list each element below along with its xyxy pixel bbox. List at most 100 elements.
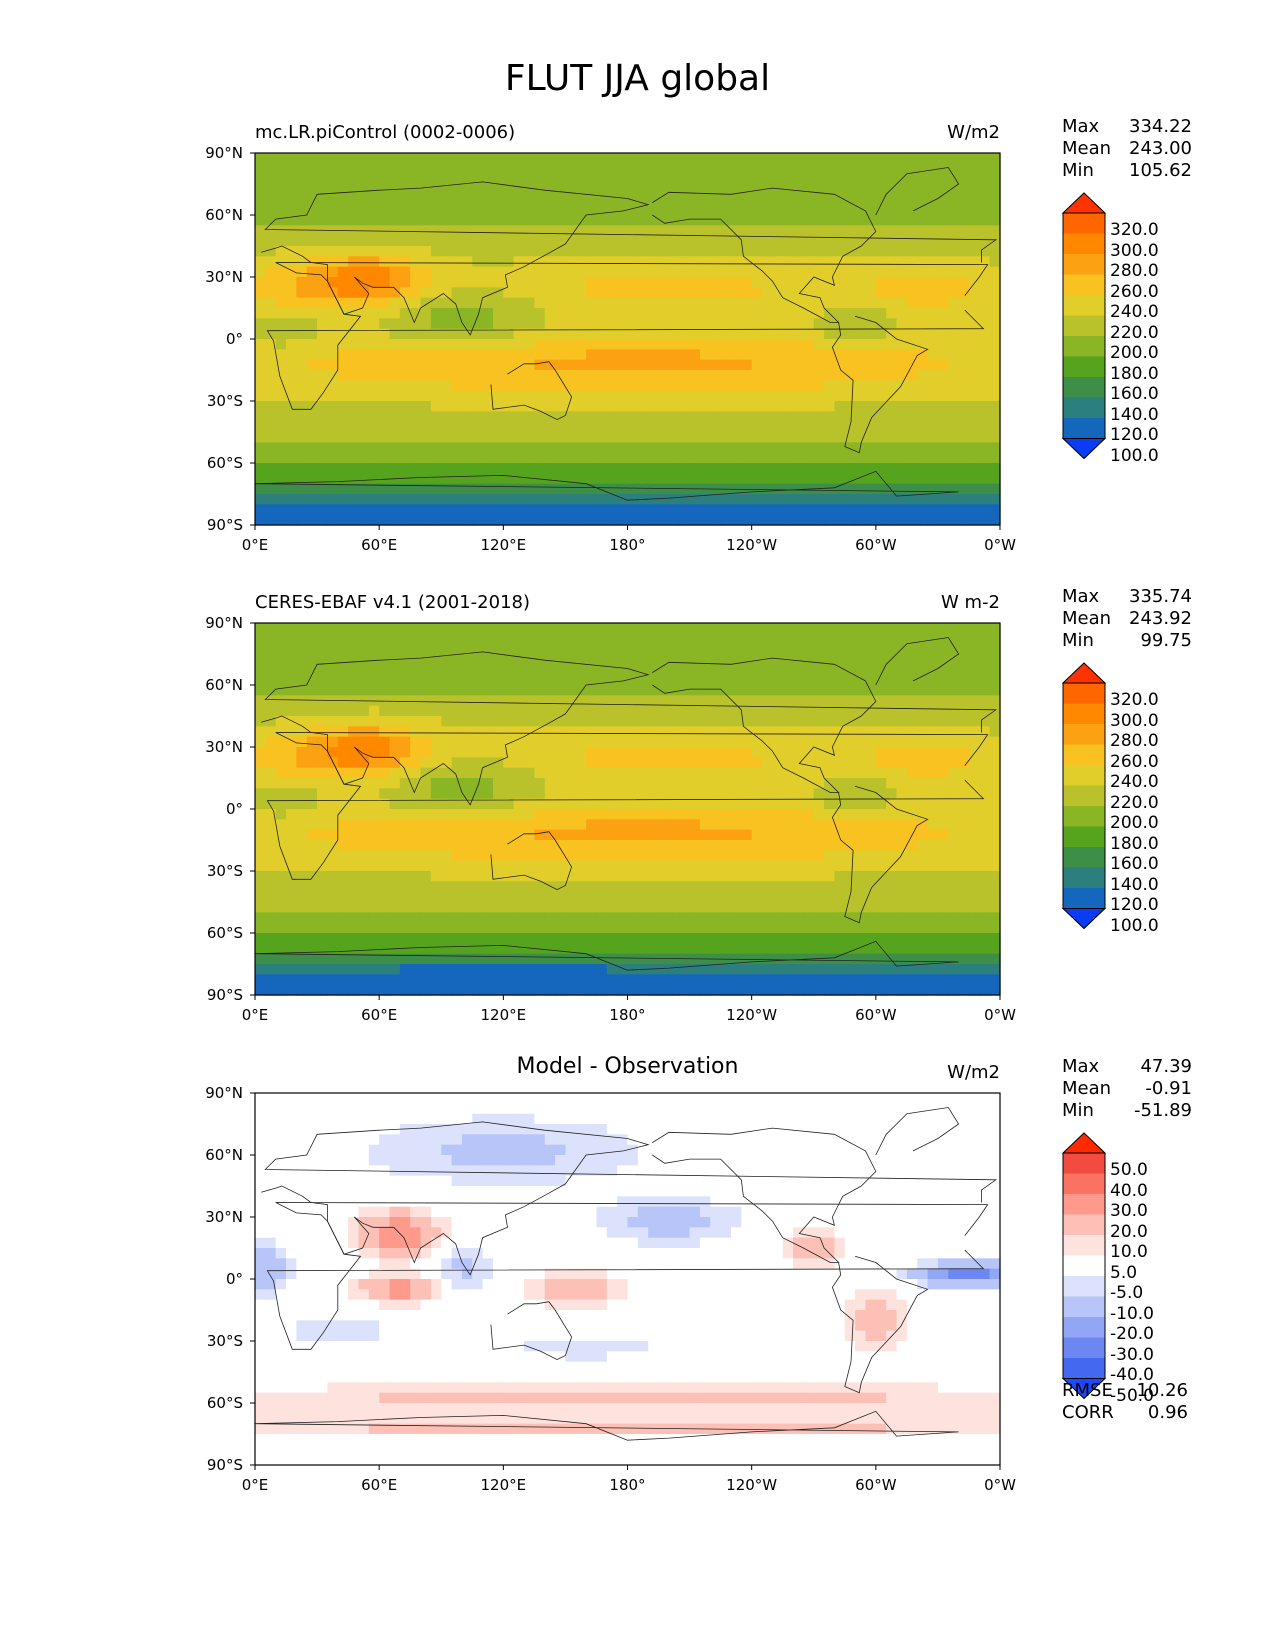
field-cell	[917, 809, 929, 820]
field-cell	[762, 390, 773, 402]
colorbar-tick: 300.0	[1110, 240, 1159, 261]
field-cell	[917, 881, 929, 893]
field-cell	[668, 349, 680, 361]
field-cell	[575, 840, 587, 851]
field-cell	[306, 705, 318, 717]
field-cell	[886, 308, 898, 319]
field-cell	[948, 829, 960, 841]
field-cell	[751, 664, 763, 676]
field-cell	[637, 504, 649, 516]
field-cell	[451, 442, 463, 454]
field-cell	[772, 654, 784, 665]
field-cell	[534, 716, 546, 727]
field-cell	[513, 716, 525, 727]
field-cell	[524, 705, 535, 717]
field-cell	[513, 747, 525, 758]
field-cell	[451, 953, 463, 965]
field-cell	[896, 359, 908, 371]
field-cell	[793, 623, 805, 634]
field-cell	[906, 411, 918, 423]
field-cell	[668, 933, 680, 944]
field-cell	[617, 452, 629, 464]
field-cell	[368, 809, 380, 820]
field-cell	[348, 705, 360, 717]
field-cell	[472, 912, 484, 924]
field-cell	[265, 778, 277, 789]
field-cell	[368, 473, 380, 485]
field-cell	[989, 287, 1001, 299]
field-cell	[855, 380, 867, 392]
field-cell	[358, 850, 370, 862]
field-cell	[575, 390, 587, 402]
field-cell	[989, 705, 1001, 717]
field-cell	[348, 664, 360, 676]
field-cell	[886, 442, 898, 454]
field-cell	[430, 494, 442, 505]
field-cell	[472, 726, 484, 738]
field-cell	[482, 452, 494, 464]
field-cell	[658, 840, 670, 851]
field-cell	[617, 726, 629, 738]
field-cell	[586, 277, 598, 288]
field-cell	[968, 463, 980, 474]
field-cell	[265, 297, 277, 309]
field-cell	[720, 380, 732, 392]
field-cell	[658, 235, 670, 247]
field-cell	[306, 173, 318, 185]
field-cell	[772, 266, 784, 278]
field-cell	[917, 819, 929, 831]
field-cell	[399, 411, 411, 423]
field-cell	[441, 370, 453, 381]
field-cell	[492, 225, 504, 237]
field-cell	[979, 504, 991, 516]
field-cell	[555, 380, 567, 392]
field-cell	[772, 922, 784, 934]
field-cell	[762, 798, 773, 810]
field-cell	[627, 473, 639, 485]
field-cell	[834, 380, 846, 392]
field-cell	[958, 370, 970, 381]
field-cell	[534, 891, 546, 903]
field-cell	[730, 643, 742, 655]
field-cell	[606, 318, 618, 330]
field-cell	[317, 173, 329, 185]
field-cell	[865, 256, 877, 268]
field-cell	[824, 922, 836, 934]
field-cell	[968, 881, 980, 893]
field-cell	[492, 421, 504, 433]
field-cell	[555, 421, 567, 433]
field-cell	[896, 778, 908, 789]
field-cell	[772, 757, 784, 769]
field-cell	[782, 891, 794, 903]
field-cell	[461, 297, 473, 309]
field-cell	[968, 850, 980, 862]
field-cell	[255, 494, 266, 505]
field-cell	[648, 215, 660, 226]
field-cell	[317, 463, 329, 474]
field-cell	[720, 685, 732, 696]
field-cell	[886, 225, 898, 237]
field-cell	[503, 442, 515, 454]
field-cell	[865, 685, 877, 696]
field-cell	[617, 483, 629, 495]
field-cell	[710, 173, 722, 185]
field-cell	[275, 463, 287, 474]
field-cell	[482, 494, 494, 505]
field-cell	[389, 380, 401, 392]
field-cell	[451, 881, 463, 893]
field-cell	[358, 757, 370, 769]
field-cell	[565, 829, 577, 841]
field-cell	[524, 483, 535, 495]
field-cell	[358, 153, 370, 164]
field-cell	[265, 235, 277, 247]
field-cell	[875, 633, 887, 645]
field-cell	[844, 891, 856, 903]
field-cell	[482, 674, 494, 686]
field-cell	[834, 246, 846, 257]
field-cell	[896, 736, 908, 748]
field-cell	[627, 225, 639, 237]
field-cell	[482, 664, 494, 676]
field-cell	[917, 483, 929, 495]
field-cell	[379, 359, 391, 371]
field-cell	[389, 726, 401, 738]
